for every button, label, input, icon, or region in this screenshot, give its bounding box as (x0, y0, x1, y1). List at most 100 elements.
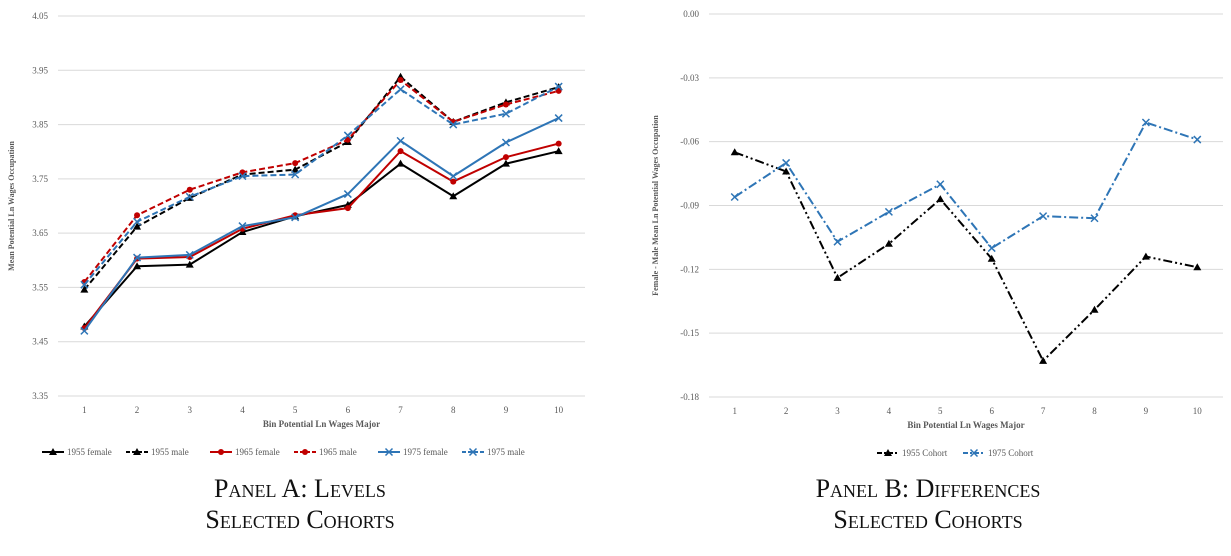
y-tick-label: 3.35 (32, 391, 48, 401)
x-tick-label: 8 (451, 405, 456, 415)
x-tick-label: 7 (398, 405, 403, 415)
x-tick-label: 3 (188, 405, 193, 415)
data-point (343, 190, 352, 199)
x-tick-label: 10 (554, 405, 564, 415)
data-point (554, 82, 563, 91)
legend-item: 1955 Cohort (877, 448, 948, 458)
y-axis-title: Female - Male Mean Ln Potential Wages Oc… (651, 115, 660, 296)
data-point (185, 250, 194, 259)
legend-label: 1955 Cohort (902, 448, 948, 458)
data-point (833, 237, 842, 246)
panel-b-caption-line1: Panel B: Differences (815, 474, 1041, 503)
data-point (502, 101, 509, 108)
data-point (80, 326, 89, 335)
data-point (884, 207, 893, 216)
data-point (80, 285, 89, 293)
panel-a-caption-line2: Selected Cohorts (205, 505, 395, 534)
data-point (344, 136, 351, 143)
series-line (83, 117, 560, 332)
data-point (1193, 135, 1202, 144)
x-tick-label: 5 (938, 406, 943, 416)
data-point (185, 260, 194, 268)
x-tick-label: 1 (732, 406, 737, 416)
data-point (133, 217, 142, 226)
data-point (292, 160, 299, 167)
data-point (343, 131, 352, 140)
panel-b-chart: -0.18 -0.15 -0.12 -0.09 -0.06 -0.03 0.00 1 2 3 4 5 6… (651, 9, 1223, 458)
data-point (291, 170, 300, 179)
legend-item: 1975 male (462, 447, 525, 457)
y-tick-label: 3.45 (32, 337, 48, 347)
data-point (238, 222, 247, 231)
legend-label: 1965 male (319, 447, 357, 457)
data-point (291, 165, 300, 173)
data-point (134, 212, 141, 219)
data-point (782, 158, 791, 167)
data-point (396, 85, 405, 94)
data-point (449, 172, 458, 181)
legend-marker (969, 448, 979, 458)
data-point (450, 178, 457, 185)
x-tick-label: 6 (989, 406, 994, 416)
x-tick-label: 8 (1092, 406, 1097, 416)
data-point (833, 273, 842, 281)
legend: 1955 Cohort 1975 Cohort (877, 448, 1034, 458)
y-tick-label: -0.15 (680, 328, 699, 338)
data-point (396, 159, 405, 167)
y-axis-title: Mean Potential Ln Wages Occupation (7, 141, 16, 271)
panel-b-caption: Panel B: Differences Selected Cohorts (625, 473, 1231, 535)
y-tick-label: -0.03 (680, 73, 699, 83)
x-tick-label: 6 (346, 405, 351, 415)
data-point (987, 254, 996, 262)
data-point (133, 222, 142, 230)
x-tick-label: 9 (504, 405, 509, 415)
x-tick-label: 5 (293, 405, 298, 415)
data-point (987, 244, 996, 253)
series-1955-cohort (730, 148, 1202, 364)
series-line (734, 121, 1198, 250)
x-axis-title: Bin Potential Ln Wages Major (263, 419, 380, 429)
data-point (1039, 212, 1048, 221)
data-point (344, 205, 351, 212)
series-1955-female (80, 147, 563, 330)
legend-item: 1965 male (294, 447, 357, 457)
panel-a-caption: Panel A: Levels Selected Cohorts (0, 473, 600, 535)
data-point (1141, 252, 1150, 260)
panel-a-caption-line1: Panel A: Levels (214, 474, 386, 503)
panel-b-caption-line2: Selected Cohorts (833, 505, 1023, 534)
legend-marker (468, 447, 478, 457)
series-line (83, 85, 560, 286)
data-point (554, 114, 563, 123)
data-point (1039, 356, 1048, 364)
data-point (133, 253, 142, 262)
series-line (734, 151, 1198, 362)
legend-label: 1955 male (151, 447, 189, 457)
data-point (185, 192, 194, 201)
data-point (449, 192, 458, 200)
x-tick-label: 1 (82, 405, 87, 415)
series-1955-male (80, 72, 563, 293)
x-tick-label: 10 (1193, 406, 1203, 416)
series-1975-male (80, 82, 563, 289)
data-point (555, 140, 562, 147)
series-1975-female (80, 114, 563, 335)
x-tick-label: 2 (784, 406, 789, 416)
data-point (133, 262, 142, 270)
y-tick-label: -0.09 (680, 201, 699, 211)
y-tick-label: 3.55 (32, 282, 48, 292)
legend-label: 1955 female (67, 447, 112, 457)
y-tick-label: 3.75 (32, 174, 48, 184)
panel-a-chart: 3.35 3.45 3.55 3.65 3.75 3.85 3.95 4.05 1 2 3 4 5 6 7 8… (7, 11, 585, 457)
data-point (238, 172, 247, 181)
legend-marker (302, 449, 308, 455)
x-tick-label: 4 (887, 406, 892, 416)
legend-marker (218, 449, 224, 455)
data-point (730, 148, 739, 156)
series-1975-cohort (730, 118, 1202, 253)
legend-item: 1975 female (378, 447, 448, 457)
data-point (186, 186, 193, 193)
data-point (501, 109, 510, 118)
x-tick-label: 7 (1041, 406, 1046, 416)
data-point (1141, 118, 1150, 127)
